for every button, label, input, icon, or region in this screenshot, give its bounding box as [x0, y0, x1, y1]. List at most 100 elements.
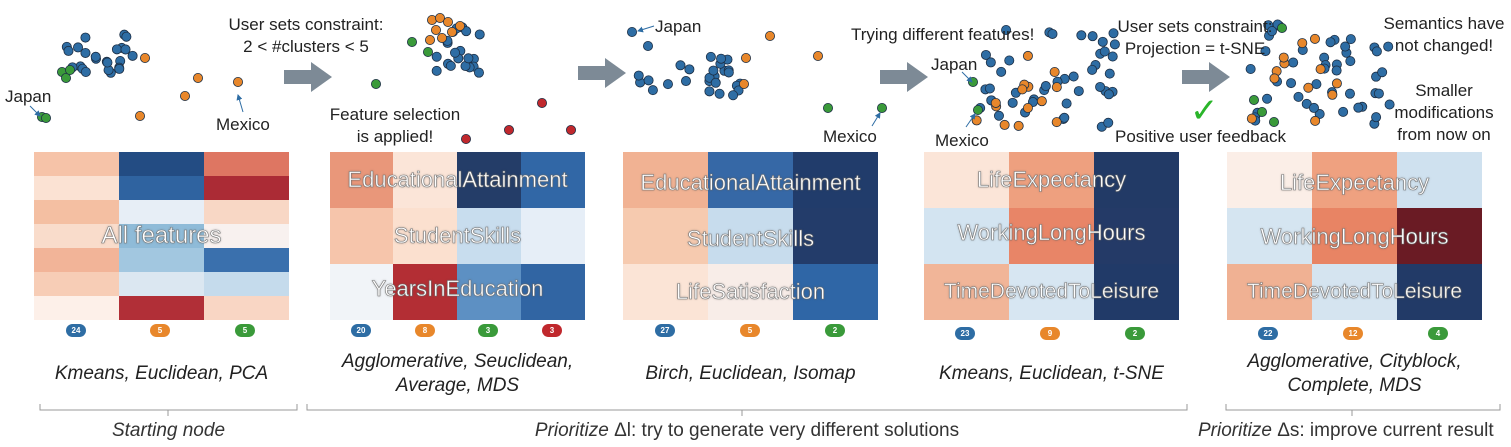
algorithm-label-4: Kmeans, Euclidean, t-SNE [939, 363, 1164, 384]
scatter-point [1344, 88, 1355, 99]
scatter-point [633, 70, 644, 81]
scatter-point [1310, 115, 1321, 126]
scatter-point [684, 64, 695, 75]
scatter-point [643, 41, 654, 52]
scatter-point [1262, 93, 1273, 104]
scatter-point [741, 53, 752, 64]
scatter-point [1269, 117, 1280, 128]
prioritize-word: Prioritize [1198, 420, 1272, 441]
scatter-point [1036, 96, 1047, 107]
scatter-point [1022, 102, 1033, 113]
japan-pointer-3 [637, 25, 655, 33]
scatter-point [442, 16, 453, 27]
scatter-point [537, 98, 548, 109]
cluster-badge: 5 [150, 324, 170, 337]
scatter-point [370, 79, 381, 90]
cluster-badge: 8 [415, 324, 435, 337]
scatter-point [996, 66, 1007, 77]
scatter-point [121, 31, 132, 42]
heatmap-4 [924, 152, 1179, 320]
scatter-plot-5 [1245, 19, 1395, 129]
scatter-point [1097, 36, 1108, 47]
mexico-pointer-3 [871, 112, 881, 127]
cluster-badge: 4 [1428, 327, 1448, 340]
heatmap-cell [793, 264, 878, 320]
scatter-point [1249, 95, 1260, 106]
annotation-5-line-1: User sets constraint: [1117, 17, 1273, 36]
scatter-point [1103, 89, 1114, 100]
cluster-badge: 2 [1125, 327, 1145, 340]
scatter-point [1099, 46, 1110, 57]
scatter-point [431, 51, 442, 62]
scatter-point [1246, 113, 1257, 124]
scatter-point [1377, 67, 1388, 78]
scatter-point [473, 67, 484, 78]
cluster-badge: 20 [351, 324, 371, 337]
heatmap-cell [119, 152, 204, 176]
scatter-point [232, 77, 243, 88]
heatmap-cell [793, 208, 878, 264]
heatmap-label-row-1: EducationalAttainment [640, 170, 861, 195]
note-2-line-1: Feature selection [329, 105, 461, 124]
scatter-point [1040, 81, 1051, 92]
scatter-point [728, 90, 739, 101]
scatter-point [643, 75, 654, 86]
scatter-point [1340, 41, 1351, 52]
scatter-point [1260, 46, 1271, 57]
flow-arrow-2 [578, 58, 626, 88]
mexico-pointer-1 [236, 94, 244, 113]
scatter-point [1338, 106, 1349, 117]
scatter-point [1104, 68, 1115, 79]
heatmap-label-row-2: StudentSkills [686, 226, 815, 251]
scatter-point [1278, 52, 1289, 63]
label-mexico-4: Mexico [935, 131, 989, 150]
heatmap-label-row-1: LifeExpectancy [1279, 170, 1430, 195]
heatmap-5 [1227, 152, 1482, 320]
heatmap-cell [34, 176, 119, 200]
scatter-point [1103, 117, 1114, 128]
note-2-line-2: is applied! [356, 127, 434, 146]
cluster-badge: 5 [740, 324, 760, 337]
heatmap-cell [204, 200, 289, 224]
label-japan-1: Japan [5, 87, 52, 106]
scatter-point [474, 29, 485, 40]
algorithm-label-2-line-2: Average, MDS [395, 375, 520, 396]
scatter-point [1325, 37, 1336, 48]
algorithm-label-1: Kmeans, Euclidean, PCA [54, 363, 269, 384]
heatmap-cell [623, 208, 708, 264]
heatmap-3 [623, 152, 878, 320]
heatmap-cell [708, 264, 793, 320]
scatter-point [1107, 51, 1118, 62]
scatter-point [111, 44, 122, 55]
scatter-point [705, 51, 716, 62]
scatter-point [1022, 50, 1033, 61]
scatter-point [1087, 31, 1098, 42]
scatter-point [1277, 22, 1288, 33]
scatter-point [1331, 78, 1342, 89]
scatter-plot-2 [370, 12, 577, 144]
annotation-2-line-1: User sets constraint: [228, 15, 384, 34]
scatter-plot-4 [968, 24, 1120, 132]
scatter-point [1331, 65, 1342, 76]
scatter-point [1308, 102, 1319, 113]
scatter-point [1293, 91, 1304, 102]
scatter-point [1007, 97, 1018, 108]
heatmap-cell [393, 264, 457, 320]
scatter-point [80, 66, 91, 77]
heatmap-cell [1009, 152, 1094, 208]
scatter-point [980, 49, 991, 60]
scatter-point [739, 79, 750, 90]
scatter-point [450, 47, 461, 58]
scatter-point [139, 53, 150, 64]
footer-delta-s: Prioritize Δs: improve current result [1198, 419, 1510, 443]
scatter-point [460, 133, 471, 144]
scatter-point [1297, 38, 1308, 49]
note-5-line-1: Semantics have [1383, 14, 1505, 33]
heatmap-cell [924, 152, 1009, 208]
delta-s-text: Δs: improve current result [1277, 420, 1494, 441]
bracket-delta-s [1225, 404, 1501, 416]
scatter-point [647, 85, 658, 96]
scatter-point [1004, 55, 1015, 66]
bracket-delta-l [306, 404, 1188, 416]
scatter-point [80, 32, 91, 43]
